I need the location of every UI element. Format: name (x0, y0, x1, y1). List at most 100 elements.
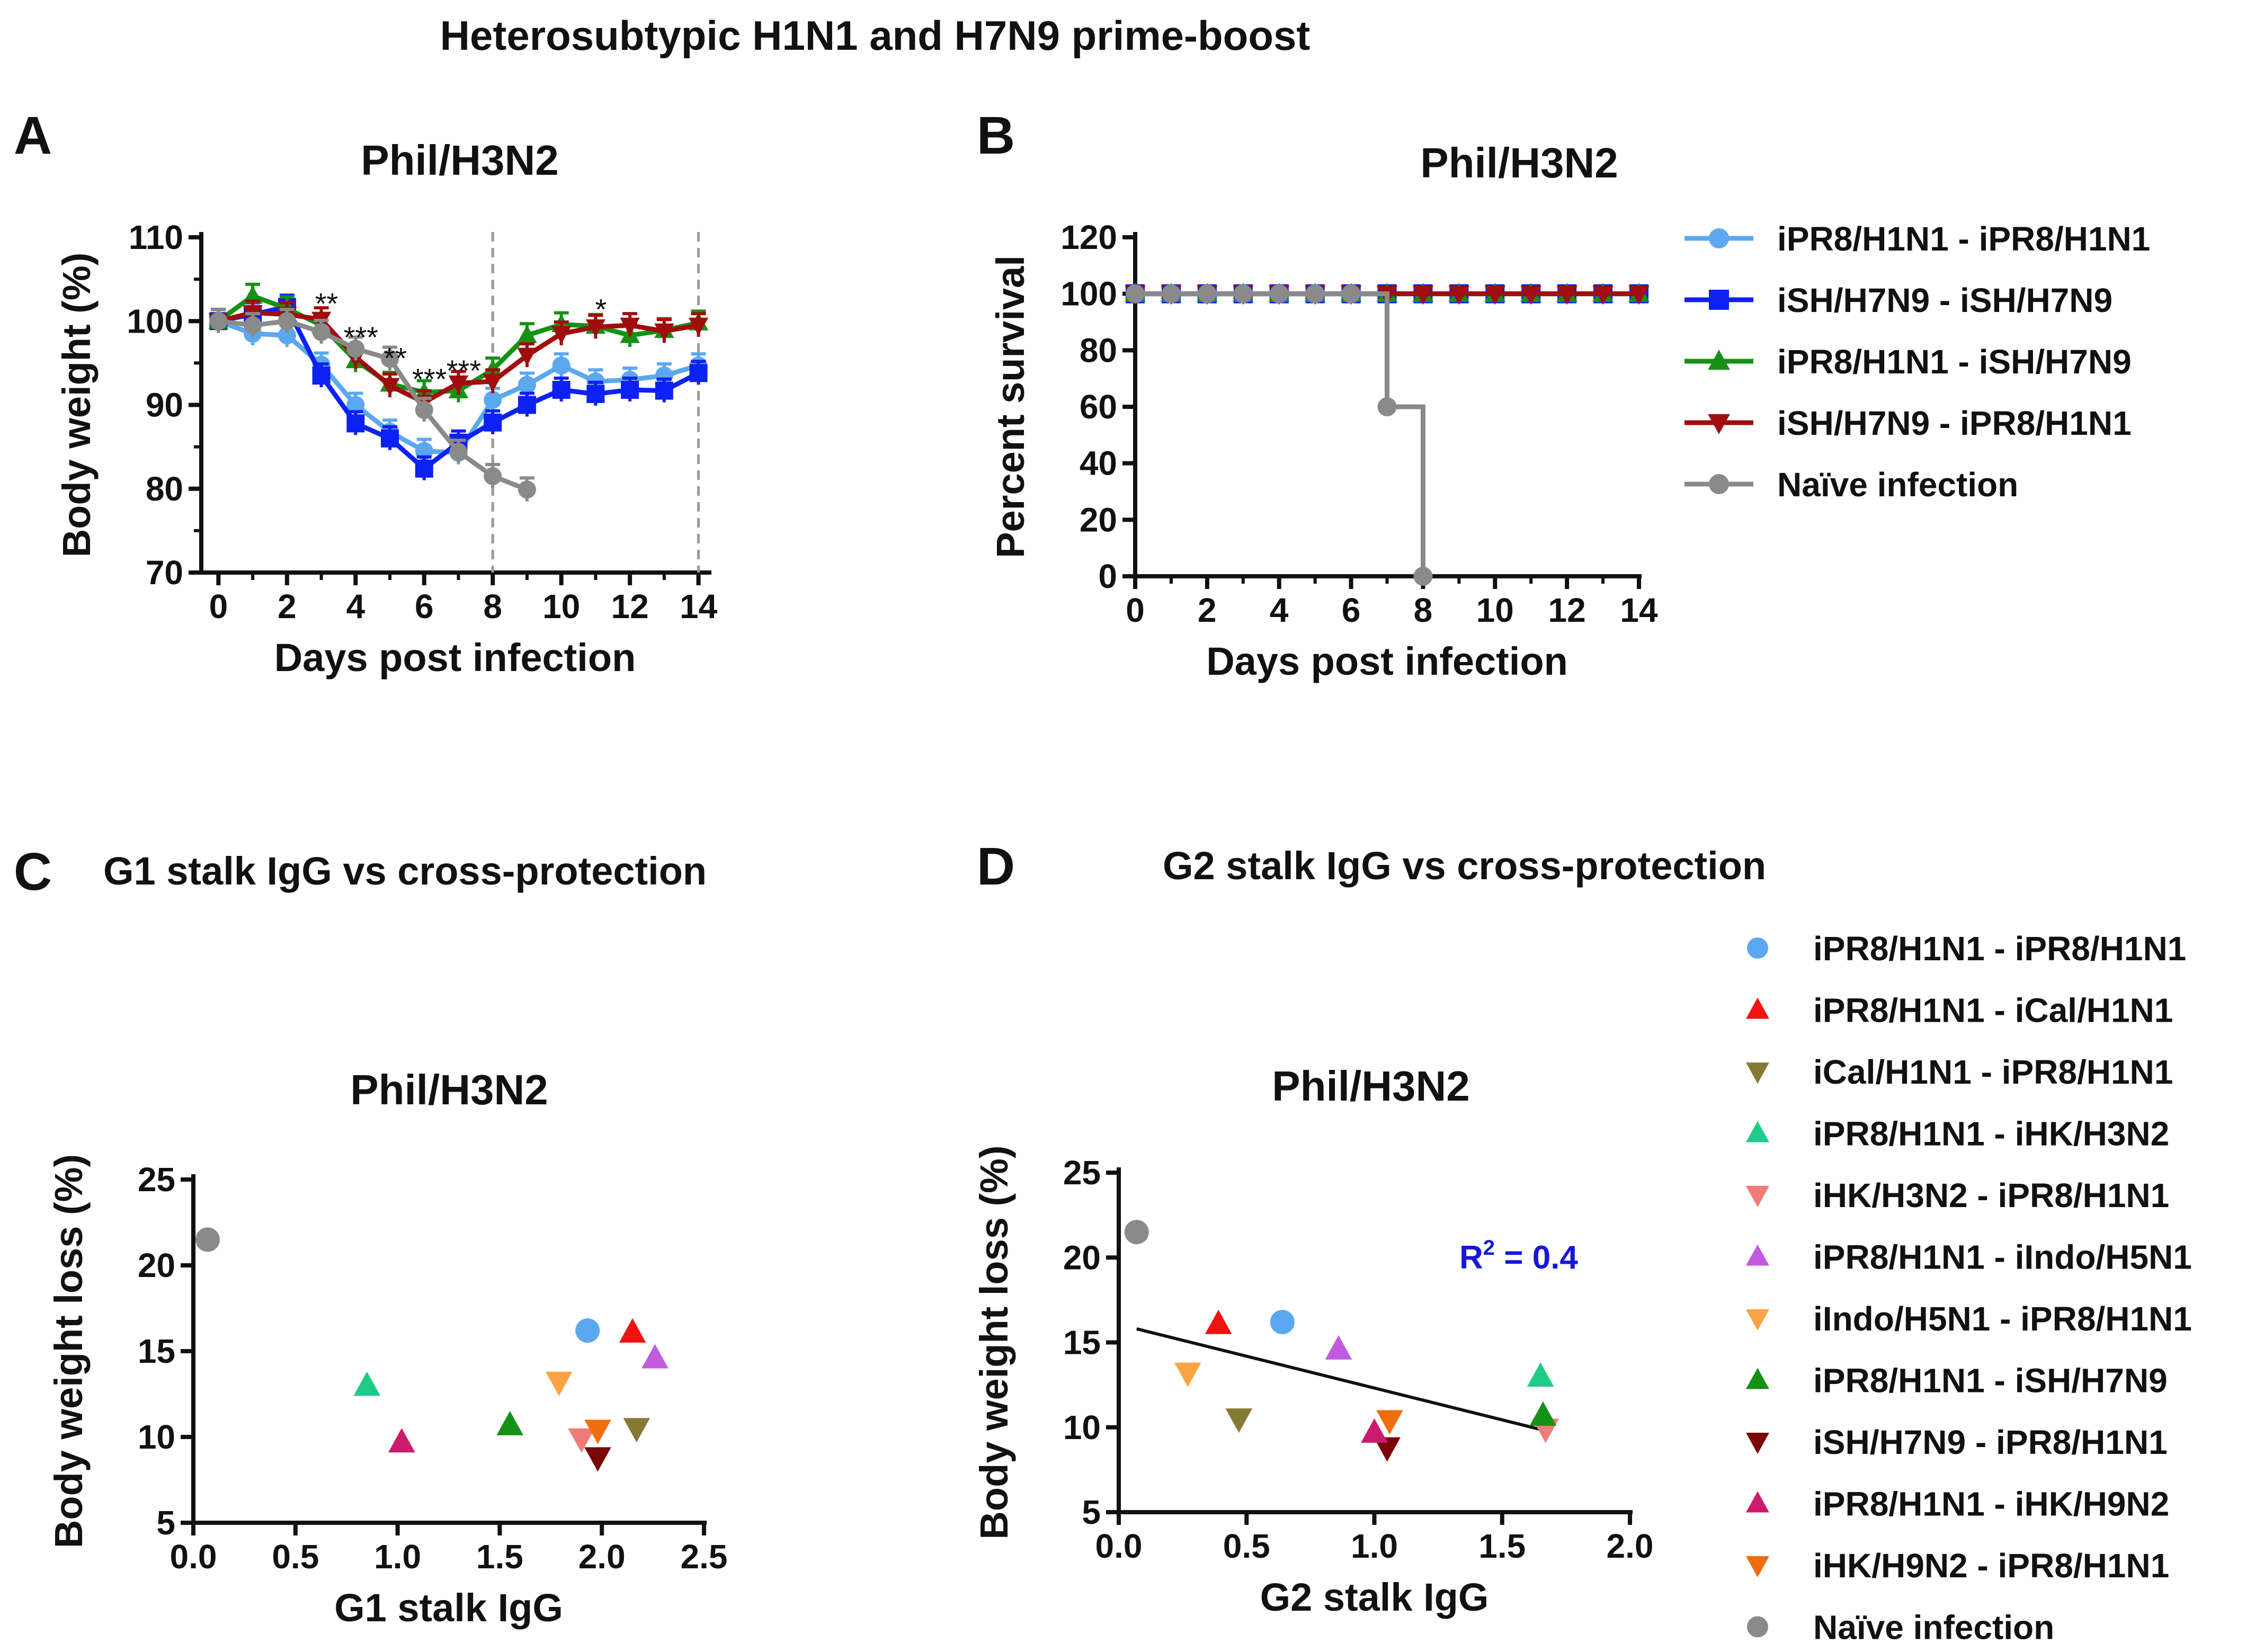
data-point (586, 385, 605, 403)
data-point (620, 317, 640, 336)
x-axis-label: Days post infection (1206, 639, 1568, 683)
x-tick-label: 6 (415, 587, 434, 626)
point-ihk-h9n2-ipr8-h1n1 (584, 1419, 611, 1444)
point-ipr8-h1n1-ish-h7n9 (1529, 1401, 1557, 1426)
data-point (1413, 567, 1433, 586)
legend-label: iPR8/H1N1 - iHK/H3N2 (1813, 1115, 2169, 1153)
legend-marker (1746, 997, 1769, 1019)
legend-marker (1746, 1121, 1769, 1142)
y-tick-label: 110 (129, 218, 183, 256)
y-tick-label: 15 (138, 1332, 175, 1370)
point-ipr8-h1n1-ihk-h9n2 (388, 1428, 415, 1453)
y-tick-label: 20 (1080, 501, 1117, 539)
x-tick-label: 10 (1476, 591, 1514, 629)
data-point (483, 373, 503, 392)
data-point (415, 400, 433, 419)
x-axis-label: G1 stalk IgG (334, 1586, 563, 1630)
legend-marker (1747, 1616, 1768, 1638)
panel-header: G2 stalk IgG vs cross-protection (1163, 844, 1766, 888)
data-point (278, 312, 296, 331)
x-tick-label: 0.0 (170, 1538, 217, 1576)
legend-label: iCal/H1N1 - iPR8/H1N1 (1813, 1053, 2173, 1091)
x-tick-label: 12 (1548, 591, 1586, 629)
legend-marker (1746, 1433, 1769, 1454)
panel-title: Phil/H3N2 (1272, 1062, 1469, 1110)
point-ihk-h3n2-ipr8-h1n1 (568, 1428, 595, 1453)
legend-label: iPR8/H1N1 - iIndo/H5N1 (1813, 1238, 2192, 1276)
y-tick-label: 0 (1098, 557, 1117, 595)
point-ish-h7n9-ipr8-h1n1 (584, 1447, 611, 1472)
legend-item-ipr8-h1n1-iindo-h5n1: iPR8/H1N1 - iIndo/H5N1 (1746, 1238, 2192, 1276)
y-tick-label: 100 (127, 302, 183, 340)
point-ipr8-h1n1-ihk-h9n2 (1361, 1418, 1388, 1443)
regression-line (1136, 1327, 1546, 1433)
legend-label: iPR8/H1N1 - iSH/H7N9 (1813, 1362, 2168, 1400)
legend-label: iPR8/H1N1 - iHK/H9N2 (1813, 1485, 2169, 1523)
data-point (448, 375, 469, 394)
panel-title: Phil/H3N2 (350, 1066, 548, 1113)
y-tick-label: 60 (1080, 388, 1117, 426)
point-ipr8-h1n1-ihk-h3n2 (353, 1371, 381, 1396)
x-tick-label: 1.5 (476, 1538, 523, 1576)
legend-label: iPR8/H1N1 - iPR8/H1N1 (1813, 930, 2186, 968)
x-tick-label: 2.0 (578, 1538, 626, 1576)
legend-marker (1746, 1491, 1769, 1513)
data-point (244, 316, 262, 335)
figure-title: Heterosubtypic H1N1 and H7N9 prime-boost (440, 12, 1311, 59)
point-ipr8-h1n1-ihk-h3n2 (1527, 1362, 1554, 1387)
data-point (312, 367, 331, 385)
y-tick-label: 25 (1063, 1154, 1101, 1192)
point-iindo-h5n1-ipr8-h1n1 (1174, 1362, 1201, 1387)
point-na-ve-infection (195, 1227, 220, 1252)
panel-c: C G1 stalk IgG vs cross-protection Phil/H3… (14, 842, 728, 1630)
significance-mark: * (595, 293, 607, 326)
data-point (1520, 285, 1542, 305)
y-tick-label: 5 (1082, 1493, 1101, 1531)
point-ish-h7n9-ipr8-h1n1 (1374, 1437, 1401, 1462)
y-tick-label: 20 (1063, 1238, 1101, 1276)
legend-marker (1708, 414, 1730, 434)
legend-label: iSH/H7N9 - iSH/H7N9 (1777, 281, 2113, 319)
significance-mark: *** (412, 362, 447, 396)
point-ipr8-h1n1-iindo-h5n1 (1325, 1335, 1352, 1360)
data-point (654, 323, 674, 342)
data-point (1269, 284, 1289, 303)
legend-item-ipr8-h1n1-ish-h7n9: iPR8/H1N1 - iSH/H7N9 (1684, 343, 2132, 381)
data-point (552, 381, 571, 399)
x-tick-label: 10 (542, 587, 580, 626)
panel-d: D G2 stalk IgG vs cross-protection Phil/H3… (972, 837, 1766, 1619)
point-ical-h1n1-ipr8-h1n1 (1225, 1408, 1253, 1433)
y-axis-label: Body weight loss (%) (972, 1145, 1016, 1539)
point-na-ve-infection (1124, 1220, 1149, 1245)
data-point (1126, 284, 1145, 303)
legend-marker (1746, 1244, 1769, 1266)
data-point (449, 443, 468, 461)
legend-correlation: iPR8/H1N1 - iPR8/H1N1 iPR8/H1N1 - iCal/H1… (1746, 930, 2192, 1647)
x-tick-label: 12 (611, 587, 649, 626)
x-tick-label: 0.5 (1223, 1527, 1270, 1565)
legend-marker (1746, 1309, 1769, 1330)
x-tick-label: 0 (209, 587, 228, 626)
legend-label: iHK/H9N2 - iPR8/H1N1 (1813, 1547, 2169, 1585)
point-ipr8-h1n1-iindo-h5n1 (641, 1344, 669, 1369)
panel-label: B (977, 106, 1015, 165)
data-point (209, 312, 228, 331)
data-point (518, 396, 536, 414)
x-tick-label: 2 (278, 587, 297, 626)
legend-item-ish-h7n9-ipr8-h1n1: iSH/H7N9 - iPR8/H1N1 (1684, 404, 2132, 442)
x-axis-label: G2 stalk IgG (1260, 1575, 1489, 1619)
data-point (1197, 284, 1217, 303)
legend-marker (1746, 1368, 1769, 1389)
y-tick-label: 40 (1080, 444, 1117, 483)
data-point (243, 285, 263, 304)
x-tick-label: 8 (1414, 591, 1433, 629)
legend-survival: iPR8/H1N1 - iPR8/H1N1 iSH/H7N9 - iSH/H7N9… (1684, 220, 2150, 504)
data-point (346, 340, 365, 358)
data-point (1448, 285, 1470, 305)
y-tick-label: 5 (156, 1504, 175, 1542)
legend-item-ipr8-h1n1-ihk-h3n2: iPR8/H1N1 - iHK/H3N2 (1746, 1115, 2169, 1153)
legend-marker (1709, 290, 1729, 310)
legend-label: iSH/H7N9 - iPR8/H1N1 (1777, 404, 2132, 442)
x-tick-label: 14 (680, 587, 718, 626)
